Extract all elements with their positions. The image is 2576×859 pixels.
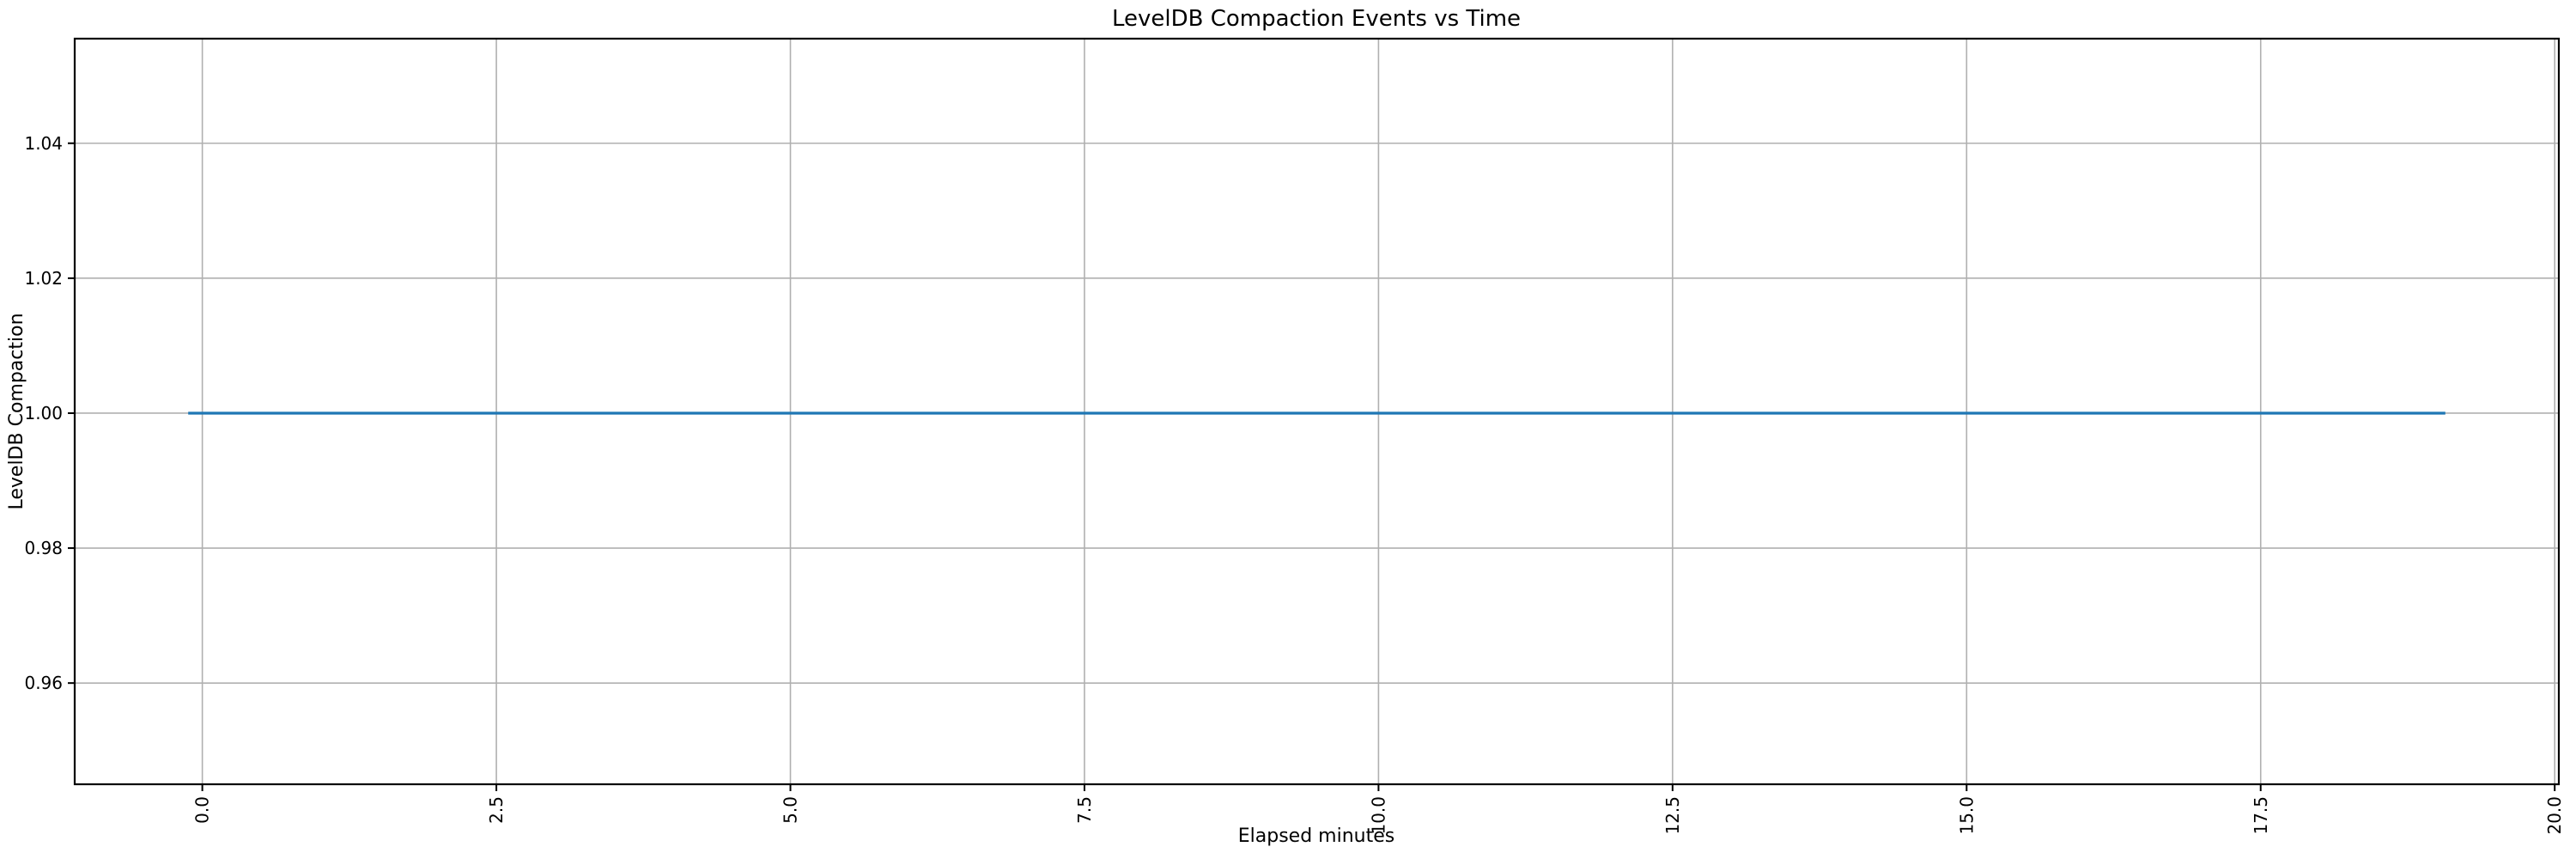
chart-title: LevelDB Compaction Events vs Time [1112,6,1521,32]
x-tick-label: 2.5 [486,796,507,824]
y-tick-label: 1.00 [24,403,63,423]
y-tick-label: 1.04 [24,133,63,154]
y-axis-label: LevelDB Compaction [6,313,27,509]
grid-layer [75,39,2559,784]
x-tick-label: 0.0 [192,796,213,824]
x-tick-label: 15.0 [1956,796,1977,835]
x-tick-label: 20.0 [2544,796,2565,835]
tick-layer [68,142,2556,791]
x-tick-label: 10.0 [1368,796,1388,835]
axes-frame [73,37,2561,786]
x-tick-label: 12.5 [1662,796,1683,835]
tick-label-layer: 0.0 2.5 5.0 7.5 10.0 12.5 15.0 17.5 20.0 0.96 0.98… [24,133,2565,835]
x-tick-label: 17.5 [2251,796,2271,835]
y-tick-label: 0.98 [24,538,63,558]
x-tick-label: 7.5 [1074,796,1095,824]
x-axis-label: Elapsed minutes [1238,825,1394,847]
x-tick-label: 5.0 [781,796,801,824]
y-tick-label: 0.96 [24,673,63,693]
spine-layer [73,37,2561,786]
y-tick-label: 1.02 [24,268,63,289]
